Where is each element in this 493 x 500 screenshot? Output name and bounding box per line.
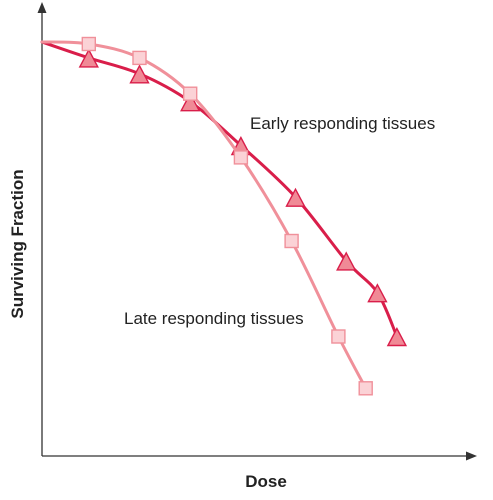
marker-late-1 [81,36,97,52]
y-axis-title: Surviving Fraction [8,169,27,318]
series-early [40,40,408,347]
marker-late-2 [132,50,147,66]
marker-late-5 [284,233,299,249]
marker-early-7 [367,283,388,303]
x-axis-title: Dose [245,472,287,491]
marker-late-4 [233,150,249,165]
marker-early-5 [285,187,306,207]
marker-late-7 [358,381,373,396]
marker-late-6 [331,329,346,344]
marker-early-2 [129,64,150,84]
series-line-early [40,40,399,338]
marker-early-6 [336,251,357,271]
series-layer [40,36,408,396]
annotation-early: Early responding tissues [250,114,435,133]
marker-early-3 [180,92,201,112]
marker-early-8 [386,327,408,347]
series-late [40,36,373,396]
x-axis-arrowhead [466,451,477,461]
marker-early-1 [78,48,99,68]
annotation-late: Late responding tissues [124,309,304,328]
series-line-late [40,40,368,390]
marker-late-3 [182,86,198,101]
y-axis-arrowhead [37,2,47,13]
axes [37,2,477,461]
